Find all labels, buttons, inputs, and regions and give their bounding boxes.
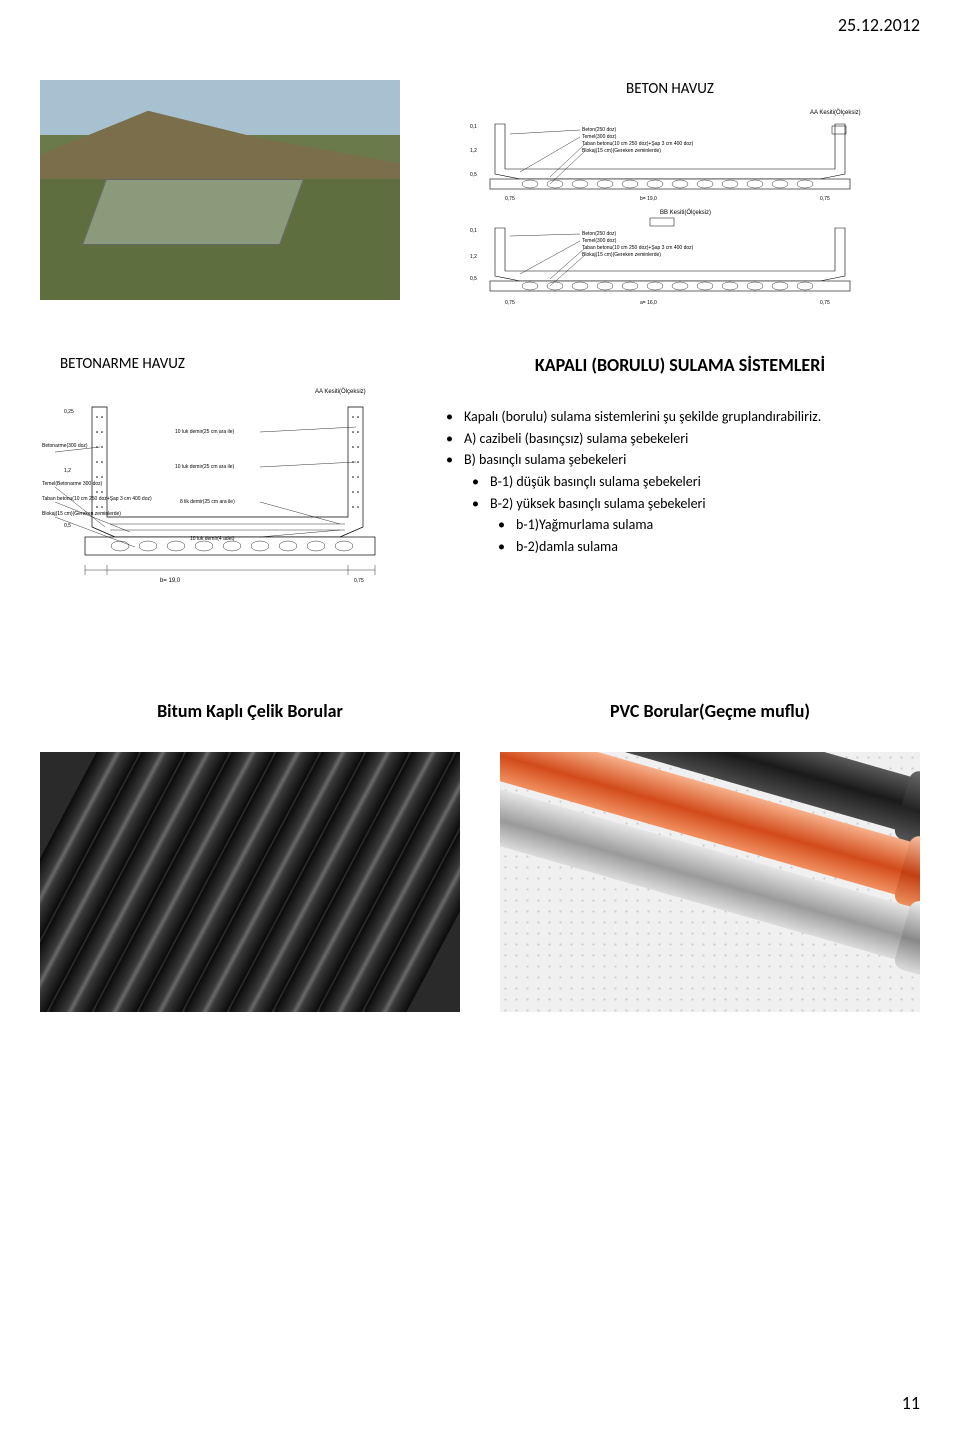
steel-pipe-col: Bitum Kaplı Çelik Borular <box>40 700 460 1012</box>
kapali-bullet-list: Kapalı (borulu) sulama sistemlerini şu ş… <box>440 406 920 558</box>
svg-text:Temel(300 doz): Temel(300 doz) <box>582 238 617 244</box>
svg-text:0,5: 0,5 <box>64 523 71 529</box>
svg-text:1,2: 1,2 <box>64 468 71 474</box>
steel-pipe-title: Bitum Kaplı Çelik Borular <box>157 700 343 722</box>
steel-pipe-image <box>40 752 460 1012</box>
bullet-item: b-1)Yağmurlama sulama <box>446 514 920 536</box>
svg-text:Temel(Betonarme 300 doz): Temel(Betonarme 300 doz) <box>42 481 103 487</box>
betonarme-havuz-label: BETONARME HAVUZ <box>60 355 420 373</box>
svg-text:Beton(250 doz): Beton(250 doz) <box>582 127 617 133</box>
svg-text:0,1: 0,1 <box>470 228 477 234</box>
date-header: 25.12.2012 <box>838 14 920 36</box>
svg-text:b= 19,0: b= 19,0 <box>640 196 657 202</box>
bullet-item: A) cazibeli (basınçsız) sulama şebekeler… <box>446 428 920 450</box>
svg-text:0,75: 0,75 <box>505 196 515 202</box>
svg-text:0,1: 0,1 <box>470 124 477 130</box>
page: 25.12.2012 BETON HAVUZ AA Kesiti(Ölçeksi… <box>0 0 960 1434</box>
page-number: 11 <box>902 1392 920 1414</box>
svg-text:0,75: 0,75 <box>820 300 830 306</box>
beton-bb-diagram: BB Kesiti(Ölçeksiz) 0,1 1,2 0,5 0,75 a= … <box>450 204 890 304</box>
beton-aa-diagram: AA Kesiti(Ölçeksiz) 0,1 1,2 0,5 0,75 b= … <box>450 104 890 204</box>
top-row: BETON HAVUZ AA Kesiti(Ölçeksiz) 0,1 1,2 … <box>40 80 920 304</box>
kapali-title: KAPALI (BORULU) SULAMA SİSTEMLERİ <box>440 354 920 376</box>
svg-text:0,75: 0,75 <box>505 300 515 306</box>
svg-text:Taban betonu(10 cm 250 doz)+Şa: Taban betonu(10 cm 250 doz)+Şap 3 cm 400… <box>582 245 694 251</box>
aa-label: AA Kesiti(Ölçeksiz) <box>810 109 861 116</box>
svg-text:1,2: 1,2 <box>470 148 477 154</box>
svg-text:Betonarme(300 doz): Betonarme(300 doz) <box>42 443 88 449</box>
svg-text:Temel(300 doz): Temel(300 doz) <box>582 134 617 140</box>
svg-text:8 lik demir(25 cm ara ile): 8 lik demir(25 cm ara ile) <box>180 499 235 505</box>
svg-text:0,25: 0,25 <box>64 409 74 415</box>
svg-text:10 luk demir(4 adet): 10 luk demir(4 adet) <box>190 536 235 542</box>
betonarme-block: BETONARME HAVUZ AA Kesiti(Ölçeksiz) <box>40 350 420 602</box>
bullet-item: Kapalı (borulu) sulama sistemlerini şu ş… <box>446 406 920 428</box>
svg-text:0,75: 0,75 <box>354 578 364 584</box>
svg-text:10 luk demir(25 cm ara ile): 10 luk demir(25 cm ara ile) <box>175 464 235 470</box>
bullet-item: B) basınçlı sulama şebekeleri <box>446 449 920 471</box>
svg-text:Taban betonu(10 cm 250 doz)+Şa: Taban betonu(10 cm 250 doz)+Şap 3 cm 400… <box>582 141 694 147</box>
svg-text:0,5: 0,5 <box>470 276 477 282</box>
svg-text:Blokaj(15 cm)(Gereken zeminler: Blokaj(15 cm)(Gereken zeminlerde) <box>582 148 661 154</box>
betonarme-aa-diagram: AA Kesiti(Ölçeksiz) <box>40 377 420 597</box>
pvc-pipe-title: PVC Borular(Geçme muflu) <box>610 700 810 722</box>
svg-text:Blokaj(15 cm)(Gereken zeminler: Blokaj(15 cm)(Gereken zeminlerde) <box>582 252 661 258</box>
kapali-text-block: KAPALI (BORULU) SULAMA SİSTEMLERİ Kapalı… <box>440 350 920 558</box>
svg-text:b= 19,0: b= 19,0 <box>160 578 181 584</box>
svg-text:0,75: 0,75 <box>820 196 830 202</box>
bb-label: BB Kesiti(Ölçeksiz) <box>660 209 711 216</box>
svg-text:AA Kesiti(Ölçeksiz): AA Kesiti(Ölçeksiz) <box>315 388 366 395</box>
beton-havuz-label: BETON HAVUZ <box>626 80 714 98</box>
bottom-row: Bitum Kaplı Çelik Borular PVC Borular(Ge… <box>40 700 920 1012</box>
svg-text:1,2: 1,2 <box>470 254 477 260</box>
svg-text:Taban betonu(10 cm 250 doz+Şap: Taban betonu(10 cm 250 doz+Şap 3 cm 400 … <box>42 496 152 502</box>
bullet-item: b-2)damla sulama <box>446 536 920 558</box>
second-row: BETONARME HAVUZ AA Kesiti(Ölçeksiz) <box>40 350 920 602</box>
pvc-pipe-col: PVC Borular(Geçme muflu) <box>500 700 920 1012</box>
svg-text:Beton(250 doz): Beton(250 doz) <box>582 231 617 237</box>
svg-text:10 luk demir(25 cm ara ile): 10 luk demir(25 cm ara ile) <box>175 429 235 435</box>
svg-text:Blokaj(15 cm)(Gereken zeminler: Blokaj(15 cm)(Gereken zeminlerde) <box>42 511 121 517</box>
svg-text:a= 16,0: a= 16,0 <box>640 300 657 306</box>
pvc-pipe-image <box>500 752 920 1012</box>
pond-photo <box>40 80 400 300</box>
beton-havuz-diagrams: BETON HAVUZ AA Kesiti(Ölçeksiz) 0,1 1,2 … <box>420 80 920 304</box>
bullet-item: B-2) yüksek basınçlı sulama şebekeleri <box>446 493 920 515</box>
svg-text:0,5: 0,5 <box>470 172 477 178</box>
bullet-item: B-1) düşük basınçlı sulama şebekeleri <box>446 471 920 493</box>
